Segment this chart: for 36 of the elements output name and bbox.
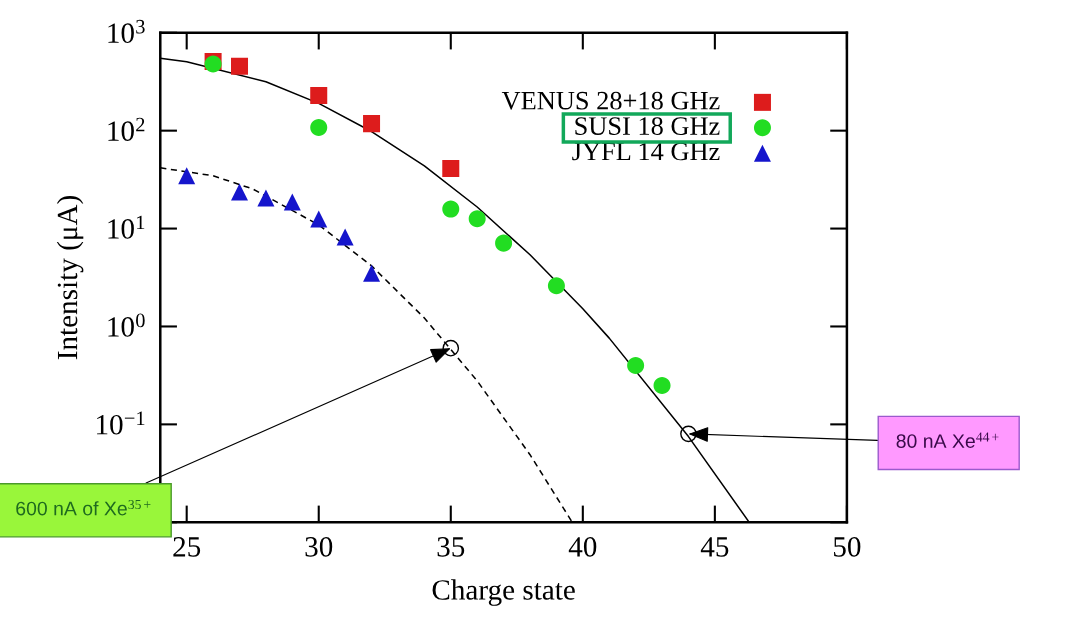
y-tick-label: 10$^{3}$: [108, 19, 145, 44]
point: [231, 57, 249, 75]
legend-label: VENUS 28+18 GHz: [501, 91, 720, 110]
point: [468, 210, 486, 228]
annotation: 80 nA Xe$^{44+}$: [896, 432, 999, 448]
y-tick-label: 10$^{1}$: [108, 215, 145, 239]
point: [336, 228, 354, 246]
point: [283, 193, 301, 211]
point: [310, 210, 328, 228]
point: [442, 160, 460, 178]
y-tick-label: 10$^{2}$: [108, 117, 145, 141]
point: [653, 376, 671, 394]
point: [178, 167, 196, 185]
annotation: 600 nA of Xe$^{35+}$: [16, 499, 151, 516]
x-axis-title: Charge state: [432, 579, 575, 606]
y-tick-label: 10$^{0}$: [108, 313, 145, 337]
y-axis-title: Intensity (μA): [56, 196, 84, 360]
point: [310, 86, 328, 104]
x-tick-label: 45: [700, 537, 729, 557]
point: [363, 264, 381, 282]
y-tick-label: 10$^{−1}$: [97, 411, 145, 435]
x-tick-label: 40: [568, 537, 597, 557]
point: [257, 189, 275, 207]
x-tick-label: 30: [305, 537, 333, 557]
point: [310, 118, 328, 136]
x-tick-label: 50: [834, 537, 861, 557]
point: [547, 277, 565, 295]
point: [363, 115, 381, 133]
point: [442, 200, 460, 218]
point: [231, 183, 249, 201]
legend-label: JYFL 14 GHz: [572, 142, 720, 161]
point: [495, 234, 513, 252]
x-tick-label: 35: [437, 537, 465, 557]
x-tick-label: 25: [173, 537, 201, 557]
point: [627, 356, 645, 374]
legend-label: SUSI 18 GHz: [575, 117, 720, 135]
